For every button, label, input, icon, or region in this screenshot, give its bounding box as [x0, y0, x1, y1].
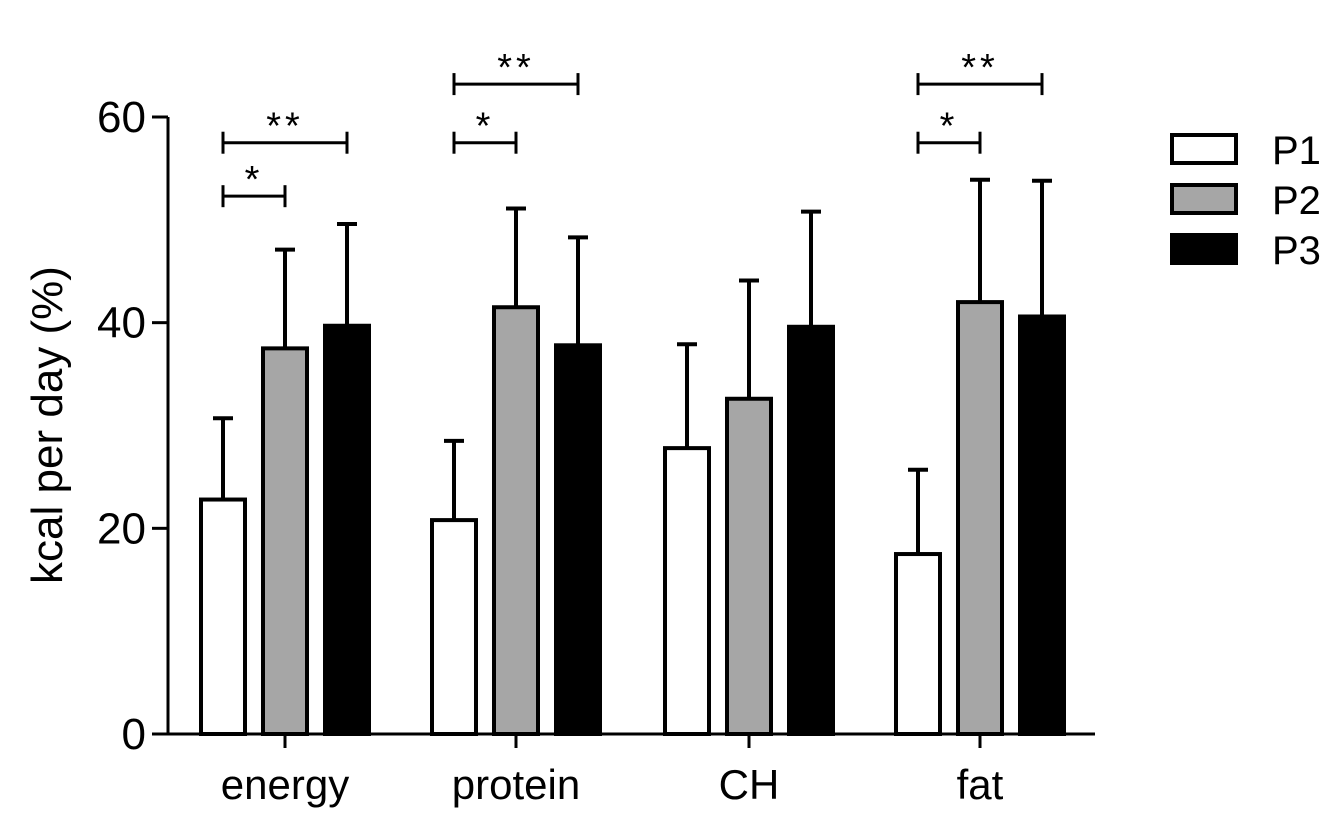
bar-P1-protein — [430, 518, 478, 737]
y-tick-label: 60 — [97, 93, 146, 142]
significance-label: * — [476, 106, 495, 148]
legend-swatch-P3 — [1170, 233, 1238, 265]
bars — [199, 177, 1066, 737]
axes: 0 20 40 60 energy protein CH fat — [97, 93, 1095, 808]
bar-P2-protein — [492, 305, 540, 736]
significance-label: * — [245, 159, 264, 201]
bar-P1-fat — [894, 552, 942, 737]
legend-label-P1: P1 — [1272, 129, 1321, 173]
bar-P2-CH — [725, 396, 773, 736]
significance-label: * — [940, 106, 959, 148]
significance-label: ** — [497, 47, 535, 89]
legend-label-P3: P3 — [1272, 229, 1321, 273]
x-category-label: energy — [221, 761, 349, 808]
legend: P1 P2 P3 — [1170, 129, 1321, 273]
bar-P1-CH — [663, 446, 711, 736]
y-tick-label: 20 — [97, 504, 146, 553]
bar-P2-fat — [956, 300, 1004, 736]
significance-brackets: *** ****** — [221, 47, 1044, 208]
bar-P3-energy — [323, 323, 371, 736]
legend-swatch-P2 — [1170, 183, 1238, 215]
legend-label-P2: P2 — [1272, 179, 1321, 223]
legend-swatch-P1 — [1170, 133, 1238, 165]
y-tick-label: 0 — [122, 710, 146, 759]
bar-P2-energy — [261, 346, 309, 736]
significance-label: ** — [266, 106, 304, 148]
bar-P3-CH — [787, 324, 835, 736]
y-tick-label: 40 — [97, 299, 146, 348]
bar-P3-protein — [554, 343, 602, 736]
bar-P1-energy — [199, 497, 247, 737]
y-axis-title: kcal per day (%) — [23, 266, 72, 584]
x-category-label: CH — [719, 761, 780, 808]
x-category-label: fat — [957, 761, 1004, 808]
x-category-label: protein — [452, 761, 580, 808]
bar-P3-fat — [1018, 314, 1066, 736]
significance-label: ** — [961, 47, 999, 89]
